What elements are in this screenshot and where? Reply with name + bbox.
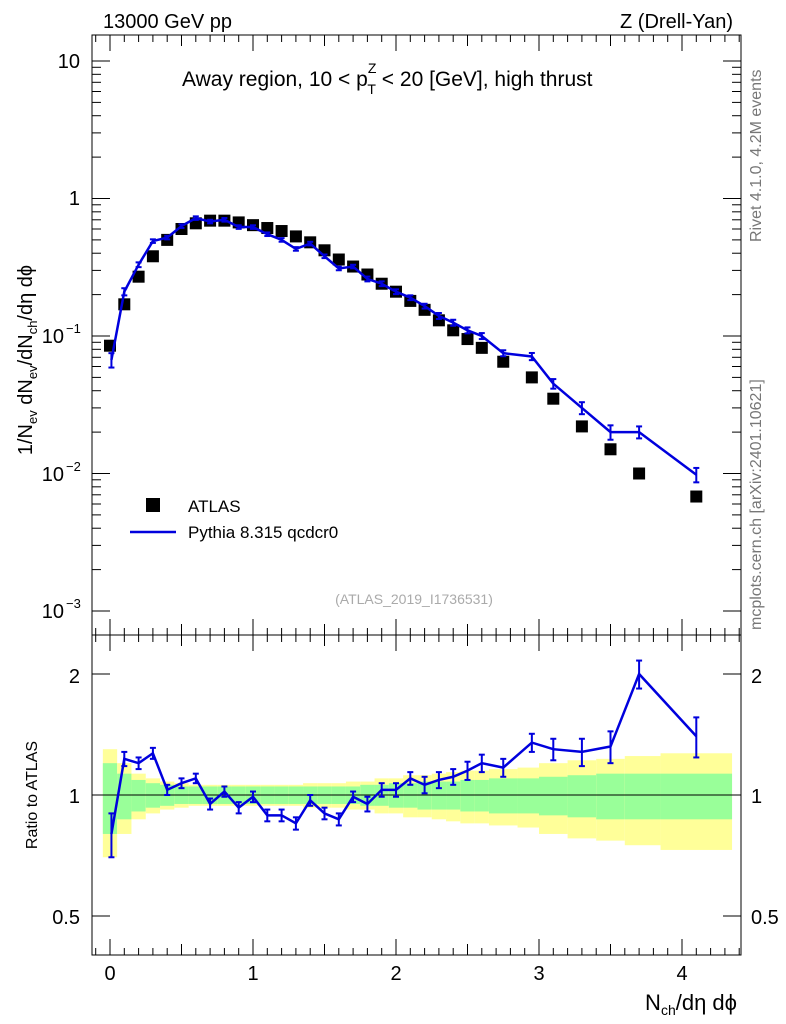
xtick-3: 3 xyxy=(533,963,544,985)
main-title: Away region, 10 < pZ T < 20 [GeV], high t… xyxy=(182,60,593,97)
xtick-2: 2 xyxy=(390,963,401,985)
ytick-1e-2-exp: −2 xyxy=(66,459,81,474)
atlas-point xyxy=(447,324,460,337)
atlas-point xyxy=(497,355,510,368)
atlas-point xyxy=(261,222,274,235)
atlas-point xyxy=(332,253,345,266)
x-tick-labels: 0 1 2 3 4 xyxy=(104,963,687,985)
ratio-ticks xyxy=(92,635,741,955)
band-inner xyxy=(596,773,625,820)
ratio-line xyxy=(110,671,698,835)
legend-data-marker xyxy=(146,498,160,512)
xtick-1: 1 xyxy=(247,963,258,985)
atlas-point xyxy=(289,230,302,243)
atlas-point xyxy=(132,270,145,283)
ytick-1e-1: 10 xyxy=(42,326,64,348)
atlas-point xyxy=(275,225,288,238)
band-inner xyxy=(539,776,568,816)
xtick-4: 4 xyxy=(676,963,687,985)
band-inner xyxy=(446,781,461,810)
ratio-ytick-2-right: 2 xyxy=(751,666,762,688)
atlas-point xyxy=(525,371,538,384)
band-inner xyxy=(660,773,733,820)
ratio-panel: 2 1 0.5 2 1 0.5 Ratio to ATLAS xyxy=(24,634,779,956)
band-inner xyxy=(517,778,539,814)
atlas-point xyxy=(175,223,188,236)
ratio-ytick-1-right: 1 xyxy=(751,786,762,808)
ratio-ytick-1: 1 xyxy=(69,786,80,808)
band-inner xyxy=(460,779,475,812)
xtick-0: 0 xyxy=(104,963,115,985)
atlas-point xyxy=(575,420,588,433)
band-inner xyxy=(417,781,432,810)
legend-data-label: ATLAS xyxy=(188,497,241,516)
main-data-layer xyxy=(104,214,703,503)
band-inner xyxy=(624,773,661,820)
ytick-1e-2: 10 xyxy=(42,464,64,486)
main-ticks xyxy=(92,35,741,635)
main-ylabel: 1/Nev dNev/dNch/dη dϕ xyxy=(15,265,40,455)
header-right: Z (Drell-Yan) xyxy=(620,11,733,33)
atlas-point xyxy=(547,392,560,405)
ratio-ylabel: Ratio to ATLAS xyxy=(24,741,41,849)
band-inner xyxy=(117,773,132,820)
x-axis-label: Nch/dη dϕ xyxy=(645,990,737,1018)
main-frame xyxy=(91,34,742,636)
ratio-ytick-05: 0.5 xyxy=(52,907,80,929)
band-inner xyxy=(567,775,597,818)
band-inner xyxy=(102,763,118,834)
mcplots-label: mcplots.cern.ch [arXiv:2401.10621] xyxy=(748,379,765,630)
rivet-label: Rivet 4.1.0, 4.2M events xyxy=(748,69,765,242)
band-inner xyxy=(131,779,146,812)
ytick-1: 1 xyxy=(69,188,80,210)
ytick-1e-3: 10 xyxy=(42,601,64,623)
atlas-point xyxy=(461,333,474,346)
ratio-ytick-05-right: 0.5 xyxy=(751,907,779,929)
analysis-id: (ATLAS_2019_I1736531) xyxy=(335,591,493,607)
legend-mc-label: Pythia 8.315 qcdcr0 xyxy=(188,523,338,542)
atlas-point xyxy=(475,341,488,354)
atlas-point xyxy=(146,250,159,263)
main-ytick-labels: 10 1 10 −1 10 −2 10 −3 xyxy=(42,51,81,623)
header-left: 13000 GeV pp xyxy=(103,11,232,33)
band-inner xyxy=(431,781,447,810)
ratio-bands xyxy=(102,749,733,858)
mc-line xyxy=(110,216,698,476)
ytick-1e-1-exp: −1 xyxy=(66,321,81,336)
band-inner xyxy=(474,779,489,812)
atlas-point xyxy=(604,443,617,456)
atlas-point xyxy=(690,490,703,503)
atlas-point xyxy=(633,467,646,480)
ratio-ytick-2: 2 xyxy=(69,666,80,688)
ratio-data-layer xyxy=(108,659,700,859)
ytick-1e-3-exp: −3 xyxy=(66,596,81,611)
main-panel: 10 1 10 −1 10 −2 10 −3 1/Nev dNev/dNch/d… xyxy=(15,34,742,636)
band-inner xyxy=(488,778,518,814)
ytick-10: 10 xyxy=(58,51,80,73)
